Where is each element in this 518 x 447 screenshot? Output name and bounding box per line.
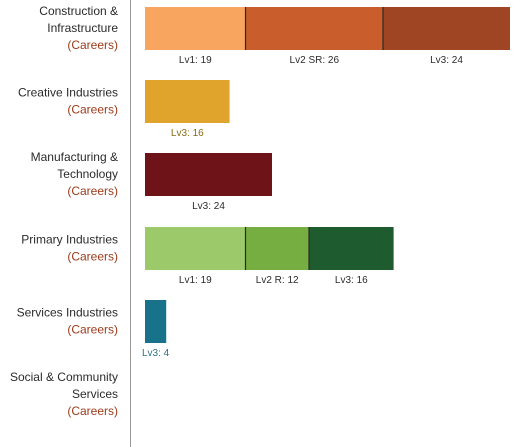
category-sub-label: (Careers) (67, 323, 118, 337)
bar-segment (145, 153, 272, 196)
category-sub-label: (Careers) (67, 38, 118, 52)
category-label: Creative Industries (18, 86, 118, 100)
bar-segment (145, 80, 230, 123)
bar-segment (145, 7, 246, 50)
category-label: Construction & (39, 4, 118, 18)
bar-segment (245, 7, 383, 50)
segment-label: Lv1: 19 (179, 55, 212, 66)
category-label: Primary Industries (21, 233, 118, 247)
bars: Lv1: 19 Lv2 SR: 26 Lv3: 24 Lv3: 16 Lv3: 24 Lv… (142, 7, 510, 359)
segment-label: Lv3: 24 (192, 201, 225, 212)
category-sub-label: (Careers) (67, 404, 118, 418)
category-label: Manufacturing & (31, 150, 118, 164)
segment-label: Lv3: 4 (142, 348, 170, 359)
segment-label: Lv2 SR: 26 (290, 55, 340, 66)
bar-segment (245, 227, 309, 270)
segment-label: Lv3: 16 (335, 275, 368, 286)
segment-label: Lv3: 16 (171, 128, 204, 139)
category-label: Services (72, 387, 118, 401)
bar-segment (309, 227, 394, 270)
bar-segment (145, 227, 246, 270)
category-label: Technology (57, 167, 118, 181)
segment-label: Lv1: 19 (179, 275, 212, 286)
category-labels: Construction & Infrastructure (Careers) Cre… (10, 4, 118, 418)
bar-segment (145, 300, 167, 343)
segment-label: Lv3: 24 (430, 55, 463, 66)
category-label: Services Industries (17, 306, 118, 320)
segment-label: Lv2 R: 12 (256, 275, 299, 286)
category-sub-label: (Careers) (67, 103, 118, 117)
category-sub-label: (Careers) (67, 250, 118, 264)
category-label: Social & Community (10, 370, 118, 384)
category-label: Infrastructure (47, 21, 118, 35)
category-sub-label: (Careers) (67, 184, 118, 198)
bar-segment (383, 7, 510, 50)
